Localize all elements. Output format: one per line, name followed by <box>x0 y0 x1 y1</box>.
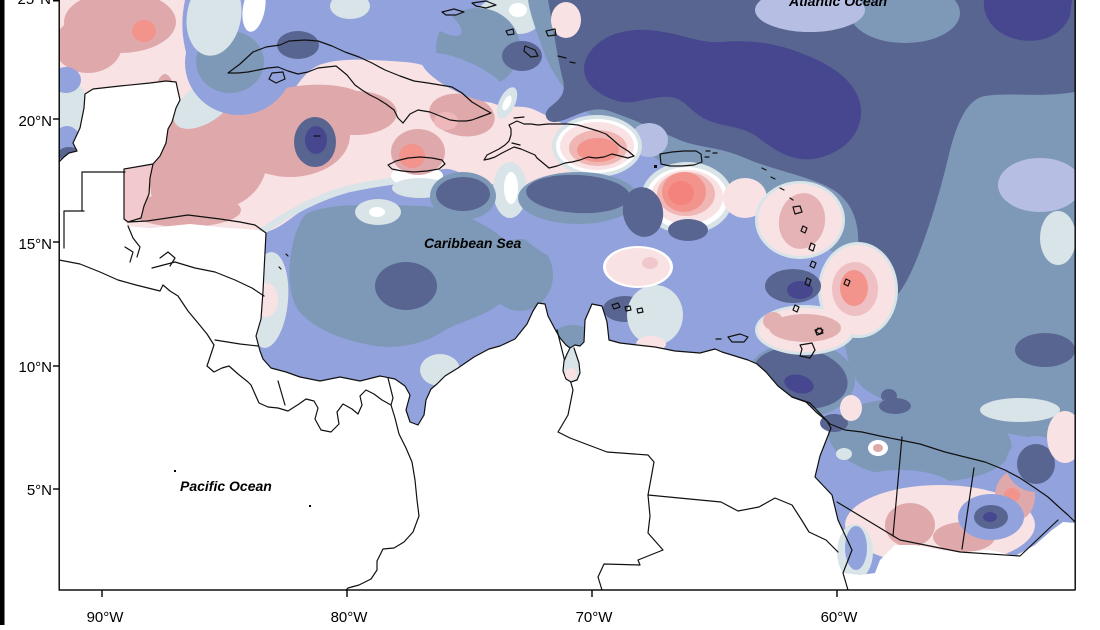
svg-text:25°N: 25°N <box>17 0 51 8</box>
svg-text:80°W: 80°W <box>331 609 369 626</box>
svg-text:60°W: 60°W <box>821 609 859 626</box>
svg-text:Atlantic Ocean: Atlantic Ocean <box>788 0 887 9</box>
svg-text:Pacific Ocean: Pacific Ocean <box>180 478 272 494</box>
svg-text:90°W: 90°W <box>87 609 125 626</box>
svg-text:5°N: 5°N <box>27 482 52 499</box>
svg-text:Caribbean Sea: Caribbean Sea <box>424 235 521 251</box>
svg-text:20°N: 20°N <box>18 113 52 130</box>
svg-text:10°N: 10°N <box>18 359 52 376</box>
svg-text:15°N: 15°N <box>18 236 52 253</box>
svg-text:70°W: 70°W <box>576 609 614 626</box>
